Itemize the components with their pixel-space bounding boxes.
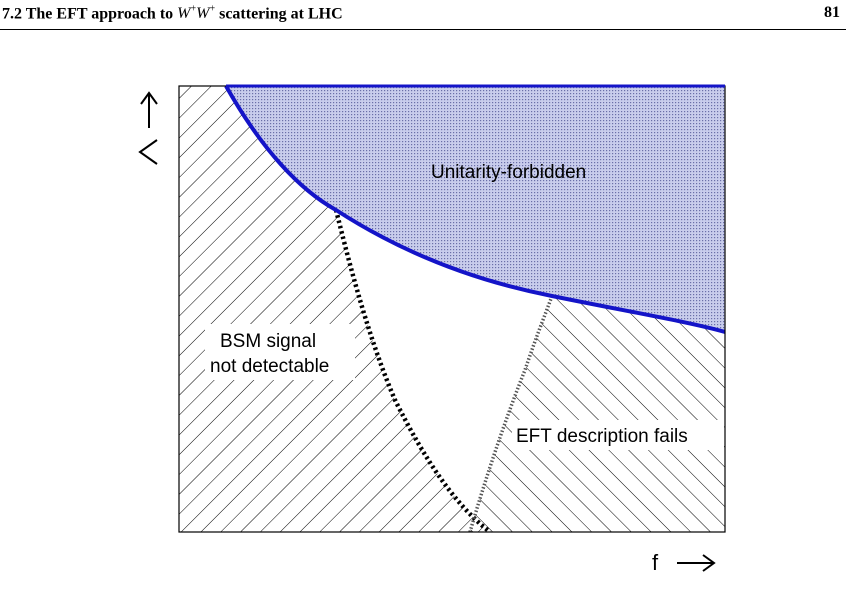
section-number: 7.2 [2,5,22,23]
bsm-undetectable-region [179,86,490,532]
section-heading: 7.2 The EFT approach to W+W+ scattering … [2,4,343,23]
eft-fails-region [470,296,725,532]
running-head: 7.2 The EFT approach to W+W+ scattering … [0,0,846,30]
detectability-boundary [333,209,492,532]
header-rule [0,29,846,30]
section-title-part: The EFT approach to [25,5,174,23]
y-axis-label [138,91,158,165]
bsm-label-line2: not detectable [210,356,329,377]
page-number: 81 [824,4,840,21]
lambda-glyph [138,139,158,165]
x-axis-label: f [652,550,716,575]
section-title-part: scattering at LHC [219,5,343,23]
eft-label: EFT description fails [516,426,688,447]
x-axis-symbol: f [652,550,659,575]
eft-validity-boundary [468,295,554,532]
bsm-label-line1: BSM signal [220,331,316,352]
unitarity-label: Unitarity-forbidden [431,162,586,183]
unitarity-curve [224,86,725,334]
math-ww: W+W+ [177,4,216,23]
